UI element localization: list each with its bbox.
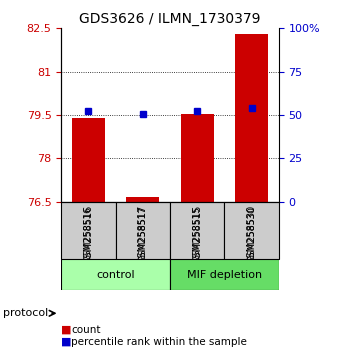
FancyBboxPatch shape	[116, 202, 170, 259]
Text: GSM258516: GSM258516	[83, 205, 94, 264]
Text: count: count	[71, 325, 101, 335]
Bar	[72, 118, 105, 202]
FancyBboxPatch shape	[61, 202, 116, 259]
Text: ■: ■	[61, 324, 72, 334]
Text: control: control	[96, 270, 135, 280]
Text: GSM258515: GSM258515	[192, 205, 202, 264]
FancyBboxPatch shape	[224, 202, 279, 259]
Bar	[181, 114, 214, 202]
Title: GDS3626 / ILMN_1730379: GDS3626 / ILMN_1730379	[79, 12, 261, 26]
Text: GSM258516: GSM258516	[84, 206, 93, 261]
Bar	[235, 34, 268, 202]
FancyBboxPatch shape	[170, 259, 279, 290]
Text: GSM258517: GSM258517	[138, 206, 147, 261]
Text: GSM258515: GSM258515	[193, 206, 202, 261]
Text: MIF depletion: MIF depletion	[187, 270, 262, 280]
FancyBboxPatch shape	[61, 259, 170, 290]
Text: percentile rank within the sample: percentile rank within the sample	[71, 337, 247, 347]
Bar	[126, 197, 159, 202]
Text: GSM258517: GSM258517	[138, 205, 148, 264]
Text: protocol: protocol	[3, 308, 49, 318]
Text: GSM258530: GSM258530	[246, 205, 257, 264]
Text: ■: ■	[61, 337, 72, 347]
FancyBboxPatch shape	[170, 202, 224, 259]
Text: GSM258530: GSM258530	[247, 206, 256, 261]
